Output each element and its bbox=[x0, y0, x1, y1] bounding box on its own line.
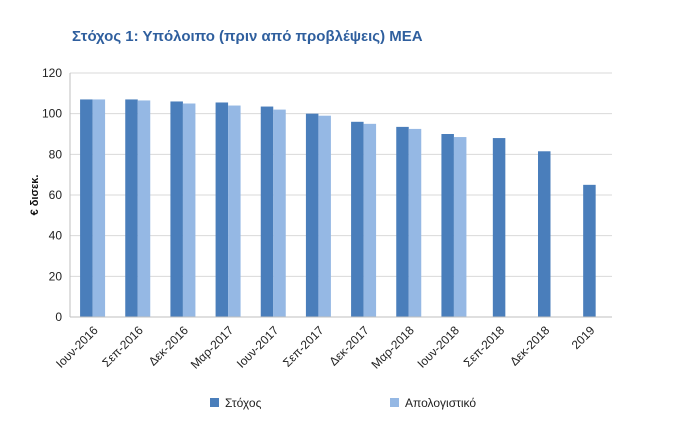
bar-stochos bbox=[125, 99, 138, 317]
x-tick-label: Μαρ-2018 bbox=[368, 323, 417, 372]
bar-stochos bbox=[441, 134, 454, 317]
bar-stochos bbox=[492, 138, 506, 317]
bar-apologistiko bbox=[228, 105, 241, 318]
x-tick-label: Μαρ-2017 bbox=[188, 323, 237, 372]
bar-stochos bbox=[80, 99, 93, 317]
y-tick-label: 0 bbox=[55, 310, 62, 324]
bar-apologistiko bbox=[408, 128, 422, 317]
legend-label: Στόχος bbox=[225, 396, 262, 410]
bar-apologistiko bbox=[137, 100, 151, 317]
y-tick-label: 20 bbox=[49, 269, 63, 283]
bar-stochos bbox=[260, 106, 274, 317]
bar-apologistiko bbox=[92, 99, 106, 317]
legend-label: Απολογιστικό bbox=[405, 396, 476, 410]
y-tick-label: 40 bbox=[49, 229, 63, 243]
x-tick-label: Ιουν-2016 bbox=[53, 323, 101, 371]
bar-apologistiko bbox=[273, 109, 286, 317]
bar-stochos bbox=[170, 101, 183, 317]
bar-stochos bbox=[583, 184, 596, 317]
x-tick-label: Δεκ-2016 bbox=[146, 323, 192, 369]
x-tick-label: Δεκ-2017 bbox=[326, 323, 372, 369]
legend-swatch bbox=[390, 398, 399, 407]
bar-apologistiko bbox=[318, 115, 331, 317]
x-tick-label: Ιουν-2017 bbox=[234, 323, 282, 371]
x-tick-label: Σεπ-2017 bbox=[280, 323, 327, 370]
x-tick-label: Ιουν-2018 bbox=[414, 323, 462, 371]
bar-apologistiko bbox=[453, 137, 467, 317]
y-tick-label: 120 bbox=[42, 66, 62, 80]
y-tick-label: 100 bbox=[42, 107, 62, 121]
bar-apologistiko bbox=[182, 103, 196, 317]
x-tick-label: 2019 bbox=[569, 323, 598, 352]
bar-stochos bbox=[351, 121, 364, 317]
bar-stochos bbox=[215, 102, 229, 317]
y-tick-label: 80 bbox=[49, 147, 63, 161]
y-tick-label: 60 bbox=[49, 188, 63, 202]
chart-title: Στόχος 1: Υπόλοιπο (πριν από προβλέψεις)… bbox=[72, 28, 423, 45]
x-tick-label: Σεπ-2018 bbox=[461, 323, 508, 370]
bar-apologistiko bbox=[363, 123, 377, 317]
bar-stochos bbox=[396, 126, 409, 317]
bar-stochos bbox=[305, 113, 319, 318]
x-tick-label: Σεπ-2016 bbox=[99, 323, 146, 370]
legend-swatch bbox=[210, 398, 219, 407]
y-axis-label: € δισεκ. bbox=[29, 175, 41, 216]
bar-stochos bbox=[538, 151, 551, 317]
x-tick-label: Δεκ-2018 bbox=[507, 323, 553, 369]
